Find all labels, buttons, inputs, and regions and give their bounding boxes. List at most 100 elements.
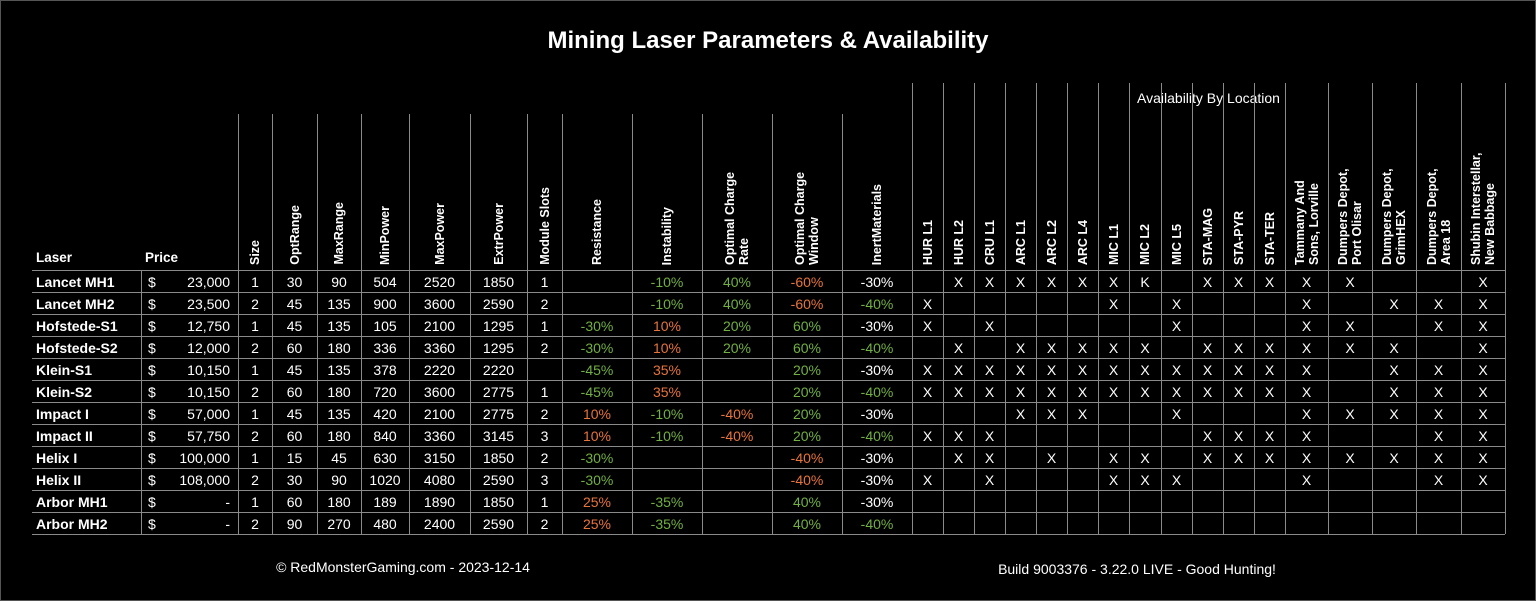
currency: $	[148, 472, 156, 488]
grid-line	[32, 446, 1505, 447]
column-header-cell: MinPower	[361, 115, 409, 265]
table-cell: -45%	[580, 362, 614, 378]
availability-mark: X	[1171, 472, 1182, 488]
table-cell: 2	[540, 450, 549, 466]
grid-line	[32, 424, 1505, 425]
price: 10,150	[187, 362, 230, 378]
table-cell: -10%	[650, 428, 684, 444]
title: Mining Laser Parameters & Availability	[547, 27, 989, 54]
column-header-cell: ARC L1	[1005, 101, 1036, 265]
table-cell: 2590	[482, 516, 515, 532]
column-header: STA-PYR	[1231, 211, 1246, 265]
laser-name: Arbor MH1	[36, 494, 108, 510]
grid-line	[361, 114, 362, 534]
column-header-cell: ExtrPower	[470, 115, 527, 265]
table-cell: -40%	[860, 340, 894, 356]
table-cell: 1	[251, 318, 259, 334]
table-cell: 900	[373, 296, 397, 312]
laser-name: Lancet MH1	[36, 274, 115, 290]
currency: $	[148, 384, 156, 400]
table-cell: 4080	[423, 472, 456, 488]
table-cell: 45	[286, 318, 303, 334]
table-cell: 180	[327, 340, 351, 356]
table-cell: 1850	[482, 494, 515, 510]
availability-mark: X	[1046, 384, 1057, 400]
column-header: Optimal Charge Rate	[723, 171, 751, 265]
availability-mark: X	[1233, 450, 1244, 466]
table-cell: -60%	[790, 296, 824, 312]
availability-mark: X	[1389, 340, 1399, 356]
column-header-cell: MIC L2	[1129, 101, 1161, 265]
availability-mark: X	[1202, 362, 1213, 378]
table-cell: 90	[331, 274, 347, 290]
availability-mark: X	[922, 318, 933, 334]
table-cell: 60%	[792, 340, 822, 356]
availability-mark: X	[1301, 362, 1312, 378]
availability-mark: X	[984, 472, 995, 488]
grid-line	[1461, 83, 1462, 534]
table-cell: -40%	[860, 428, 894, 444]
availability-mark: X	[984, 384, 995, 400]
grid-line	[527, 114, 528, 534]
table-cell: 40%	[722, 296, 752, 312]
availability-mark: X	[1015, 362, 1026, 378]
laser-name: Klein-S2	[36, 384, 93, 400]
table-cell: 1	[540, 274, 549, 290]
column-header-cell: InertMaterials	[842, 115, 912, 265]
table-cell: 1	[540, 384, 549, 400]
availability-mark: X	[953, 362, 964, 378]
table-cell: 2220	[423, 362, 456, 378]
table-cell: 3150	[423, 450, 456, 466]
table-cell: 2775	[482, 384, 515, 400]
price: 23,500	[187, 296, 230, 312]
grid-line	[32, 512, 1505, 513]
availability-mark: X	[1264, 362, 1275, 378]
table-cell: -10%	[650, 274, 684, 290]
table-cell: 25%	[582, 494, 612, 510]
grid-line	[317, 114, 318, 534]
column-header: MaxRange	[332, 202, 346, 265]
grid-line	[943, 83, 944, 534]
column-header-cell: Tammany And Sons, Lorville	[1285, 101, 1328, 265]
column-header: MIC L5	[1169, 224, 1184, 265]
table-cell: 2	[540, 406, 549, 422]
laser-name: Impact I	[36, 406, 89, 422]
table-cell: 25%	[582, 516, 612, 532]
availability-mark: X	[1478, 296, 1488, 312]
table-cell: 60%	[792, 318, 822, 334]
table-cell: 60	[286, 494, 303, 510]
availability-mark: X	[1478, 340, 1488, 356]
availability-mark: X	[922, 296, 933, 312]
column-header: ARC L4	[1075, 219, 1090, 265]
table-cell: 135	[327, 362, 351, 378]
availability-mark: X	[1171, 384, 1182, 400]
availability-mark: X	[1345, 318, 1355, 334]
currency: $	[148, 516, 156, 532]
grid-line	[1328, 83, 1329, 534]
table-cell: 336	[373, 340, 397, 356]
table-cell: 10%	[582, 428, 612, 444]
availability-mark: X	[1015, 340, 1026, 356]
laser-name: Helix I	[36, 450, 78, 466]
column-header: OptRange	[287, 205, 302, 265]
availability-mark: X	[1233, 428, 1244, 444]
table-cell: 20%	[792, 406, 822, 422]
group-header: Availability By Location	[1137, 90, 1280, 106]
availability-mark: X	[1202, 274, 1213, 290]
availability-mark: X	[1433, 362, 1444, 378]
availability-mark: X	[1433, 318, 1444, 334]
currency: $	[148, 318, 156, 334]
availability-mark: X	[1140, 450, 1150, 466]
availability-mark: X	[984, 450, 995, 466]
table-cell: -40%	[860, 384, 894, 400]
grid-line	[1005, 83, 1006, 534]
table-cell: 3360	[423, 428, 456, 444]
laser-name: Hofstede-S1	[36, 318, 118, 334]
table-cell: 1295	[482, 318, 515, 334]
table-cell: 3145	[482, 428, 515, 444]
price: 23,000	[187, 274, 230, 290]
laser-name: Hofstede-S2	[36, 340, 118, 356]
table-cell: -40%	[720, 406, 754, 422]
availability-mark: X	[1301, 274, 1312, 290]
grid-line	[32, 534, 1505, 535]
